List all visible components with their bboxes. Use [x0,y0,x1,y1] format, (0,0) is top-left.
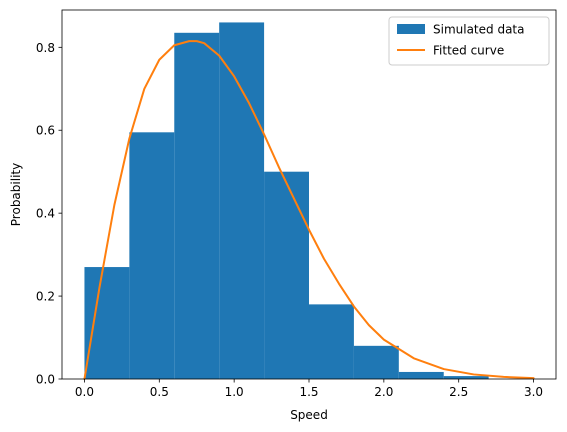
histogram-bar [174,32,220,379]
y-ticks: 0.0 0.2 0.4 0.6 0.8 [36,41,62,387]
histogram-bar [129,132,175,379]
x-tick-label: 3.0 [524,385,543,399]
histogram-bar [264,171,309,379]
x-tick-label: 2.5 [449,385,468,399]
legend-box [388,16,550,66]
histogram-bars [84,22,489,379]
legend-label-fitted-curve: Fitted curve [433,44,504,58]
y-axis-label: Probability [9,163,23,226]
fitted-curve-layer [83,40,535,380]
x-tick-label: 0.5 [150,385,169,399]
x-tick-label: 1.5 [299,385,318,399]
y-tick-label: 0.2 [36,290,55,304]
y-tick-label: 0.6 [36,124,55,138]
x-ticks: 0.0 0.5 1.0 1.5 2.0 2.5 3.0 [75,379,543,399]
y-tick-label: 0.4 [36,207,55,221]
histogram-bar [309,304,354,379]
legend-swatch-simulated-data [397,24,425,34]
legend-label-simulated-data: Simulated data [433,23,524,37]
histogram-bar [353,345,399,379]
y-tick-label: 0.0 [36,373,55,387]
x-tick-label: 0.0 [75,385,94,399]
histogram-bar [398,371,444,379]
legend: Simulated data Fitted curve [388,16,550,66]
y-tick-label: 0.8 [36,41,55,55]
histogram-bar [84,267,130,379]
histogram-bar [443,376,489,379]
x-axis-label: Speed [290,408,328,422]
x-tick-label: 1.0 [225,385,244,399]
fitted-curve-line [83,40,535,380]
x-tick-label: 2.0 [374,385,393,399]
histogram-bar [219,22,265,379]
